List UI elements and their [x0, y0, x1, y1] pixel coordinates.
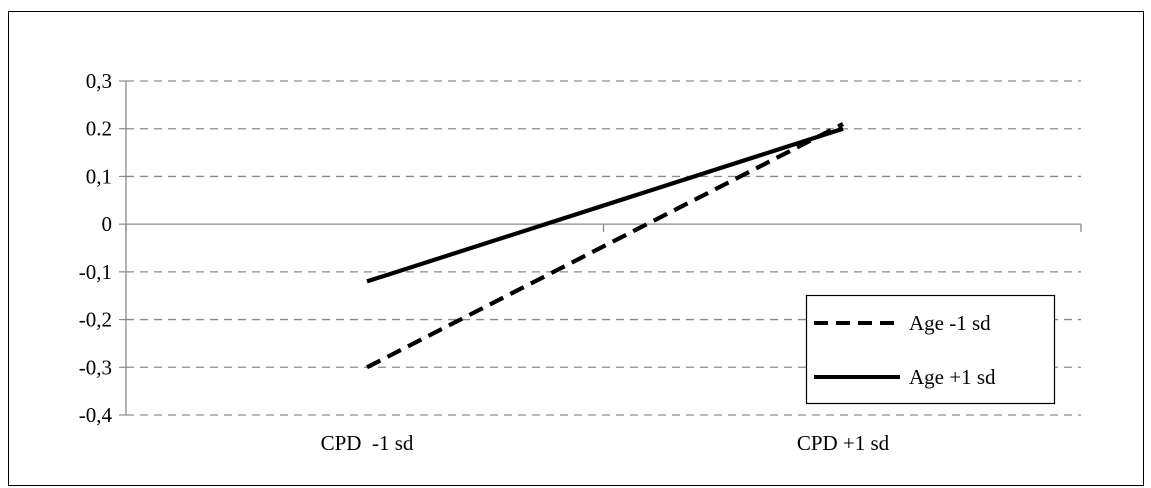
series-line-age-plus-1sd [366, 126, 844, 284]
series-layer [366, 122, 844, 370]
y-tick-label: -0,3 [79, 355, 112, 379]
y-tick-label: 0 [102, 212, 113, 236]
chart-border [8, 11, 1144, 486]
legend-label-age-plus: Age +1 sd [909, 365, 996, 389]
y-tick-label: -0,4 [79, 403, 113, 427]
legend-label-age-minus: Age -1 sd [909, 311, 991, 335]
legend: Age -1 sd Age +1 sd [805, 294, 1056, 405]
y-tick-label: 0.2 [86, 117, 112, 141]
y-tick-label: -0,1 [79, 260, 112, 284]
x-category-label: CPD -1 sd [321, 431, 414, 455]
legend-box [805, 294, 1056, 405]
y-tick-label: -0,2 [79, 308, 112, 332]
grid-layer [126, 80, 1081, 416]
axis-layer: 0,3 0.2 0,1 0 -0,1 -0,2 -0,3 -0,4 CPD -1 sd CPD +… [79, 69, 1082, 455]
series-line-age-minus-1sd [366, 122, 844, 370]
x-category-label: CPD +1 sd [797, 431, 890, 455]
y-tick-label: 0,1 [86, 164, 112, 188]
y-tick-label: 0,3 [86, 69, 112, 93]
